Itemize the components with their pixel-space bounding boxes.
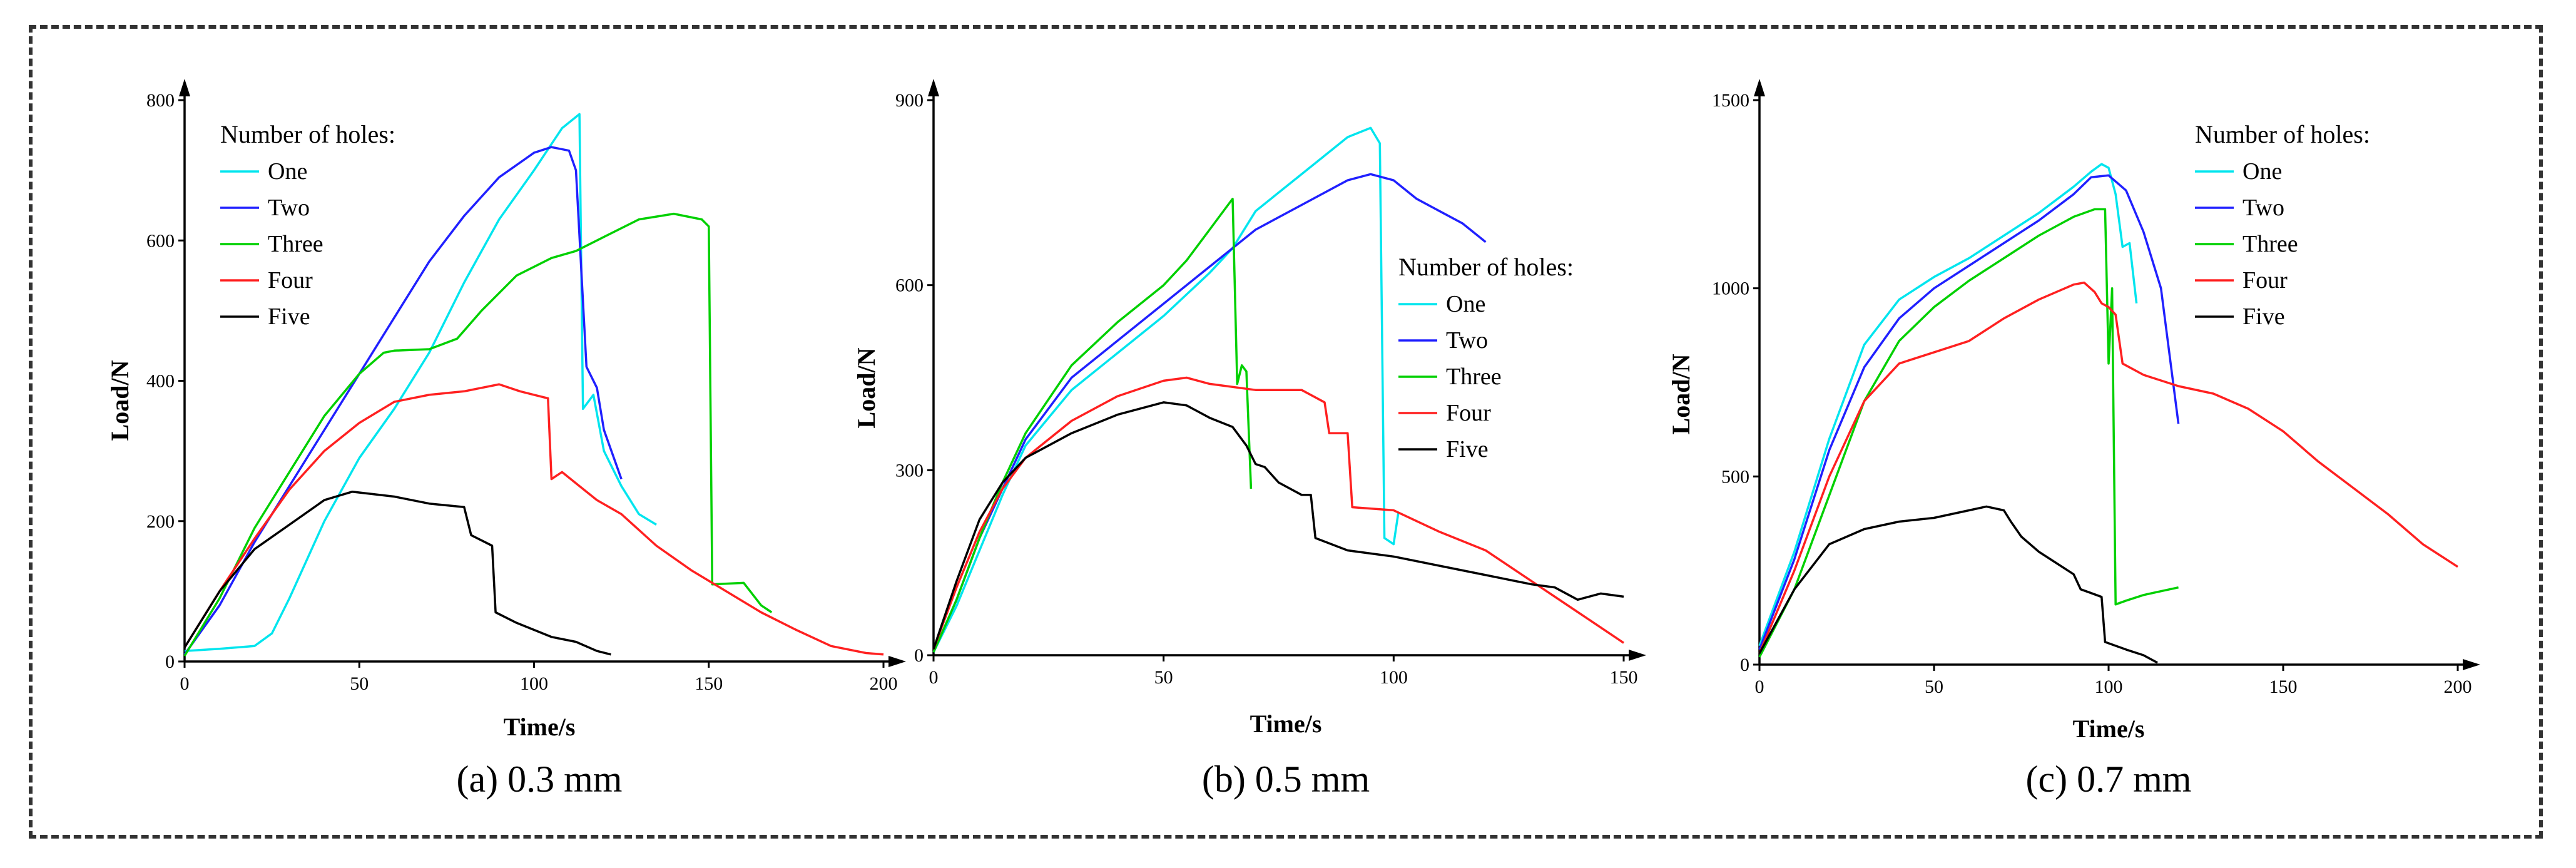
panel-a: 0 50 100 150 200 0 200 400 600 800 Number of hole… — [106, 79, 906, 800]
series-line-one-b — [932, 126, 1400, 653]
x-tick-label-c: 150 — [2269, 677, 2298, 697]
legend-title-c: Number of holes: — [2195, 120, 2370, 148]
y-axis-title-a: Load/N — [106, 360, 134, 441]
y-tick-label-c: 1500 — [1712, 90, 1749, 111]
y-tick-label-b: 900 — [895, 90, 924, 111]
series-line-five-a — [183, 490, 611, 656]
x-tick-label-c: 50 — [1925, 677, 1943, 697]
x-tick-label-b: 100 — [1380, 667, 1408, 688]
legend-label-one-c: One — [2243, 158, 2282, 185]
x-axis-arrow-c — [2463, 659, 2480, 670]
panel-b: 0 50 100 150 0 300 600 900 Number of holes: One T… — [852, 79, 1646, 800]
legend-label-five-a: Five — [268, 304, 310, 330]
series-line-two-a — [183, 146, 623, 655]
legend-label-one-b: One — [1446, 291, 1485, 317]
panel-c: 0 50 100 150 200 0 500 1000 1500 Number of holes… — [1667, 79, 2480, 800]
y-tick-label-a: 0 — [165, 651, 175, 672]
x-axis-title-a: Time/s — [504, 713, 576, 741]
y-tick-label-c: 0 — [1740, 655, 1749, 675]
y-tick-label-c: 1000 — [1712, 278, 1749, 299]
x-tick-label-a: 150 — [695, 673, 723, 694]
y-axis-title-c: Load/N — [1667, 354, 1695, 434]
x-tick-label-b: 0 — [929, 667, 939, 688]
legend-title-b: Number of holes: — [1398, 253, 1574, 281]
x-axis-title-c: Time/s — [2073, 715, 2145, 743]
dashed-figure-border — [29, 25, 2543, 839]
series-line-two-c — [1758, 174, 2180, 650]
y-axis-title-b: Load/N — [852, 347, 880, 428]
x-tick-label-b: 150 — [1610, 667, 1638, 688]
y-axis-arrow-a — [179, 79, 190, 96]
legend-label-five-b: Five — [1446, 436, 1489, 462]
legend-label-five-c: Five — [2243, 304, 2285, 330]
legend-label-three-a: Three — [268, 231, 323, 257]
y-tick-label-a: 800 — [146, 90, 175, 111]
y-tick-label-a: 400 — [146, 371, 175, 392]
x-tick-label-a: 0 — [180, 673, 190, 694]
series-line-four-a — [183, 383, 884, 656]
y-tick-label-a: 200 — [146, 511, 175, 532]
x-tick-label-c: 100 — [2095, 677, 2123, 697]
legend-label-two-c: Two — [2243, 195, 2284, 221]
series-line-three-c — [1758, 208, 2179, 658]
y-tick-label-c: 500 — [1721, 466, 1749, 487]
x-axis-arrow-b — [1629, 650, 1646, 661]
series-line-five-b — [932, 401, 1624, 650]
legend-title-a: Number of holes: — [220, 120, 395, 148]
x-axis-title-b: Time/s — [1250, 710, 1322, 738]
y-axis-arrow-b — [928, 79, 939, 96]
series-line-one-c — [1758, 163, 2138, 646]
legend-label-four-a: Four — [268, 267, 313, 294]
x-tick-label-a: 100 — [520, 673, 548, 694]
caption-c: (c) 0.7 mm — [2026, 758, 2192, 800]
y-tick-label-b: 0 — [914, 645, 924, 666]
series-line-four-c — [1758, 281, 2458, 654]
series-line-four-b — [932, 376, 1624, 650]
x-tick-label-a: 50 — [350, 673, 369, 694]
legend-label-two-b: Two — [1446, 327, 1488, 354]
legend-label-three-c: Three — [2243, 231, 2298, 257]
legend-label-three-b: Three — [1446, 364, 1502, 390]
series-line-one-a — [184, 113, 657, 652]
legend-label-four-c: Four — [2243, 267, 2288, 294]
legend-label-one-a: One — [268, 158, 307, 185]
x-tick-label-a: 200 — [870, 673, 898, 694]
y-tick-label-b: 300 — [895, 460, 924, 481]
series-line-three-a — [183, 212, 773, 656]
y-tick-label-a: 600 — [146, 230, 175, 251]
x-tick-label-b: 50 — [1154, 667, 1173, 688]
x-tick-label-c: 0 — [1755, 677, 1764, 697]
caption-a: (a) 0.3 mm — [457, 758, 623, 800]
caption-b: (b) 0.5 mm — [1202, 758, 1370, 800]
x-tick-label-c: 200 — [2444, 677, 2472, 697]
legend-label-two-a: Two — [268, 195, 310, 221]
series-line-five-c — [1758, 505, 2158, 664]
legend-label-four-b: Four — [1446, 400, 1491, 426]
y-tick-label-b: 600 — [895, 275, 924, 296]
x-axis-arrow-a — [888, 656, 906, 667]
y-axis-arrow-c — [1754, 79, 1765, 96]
